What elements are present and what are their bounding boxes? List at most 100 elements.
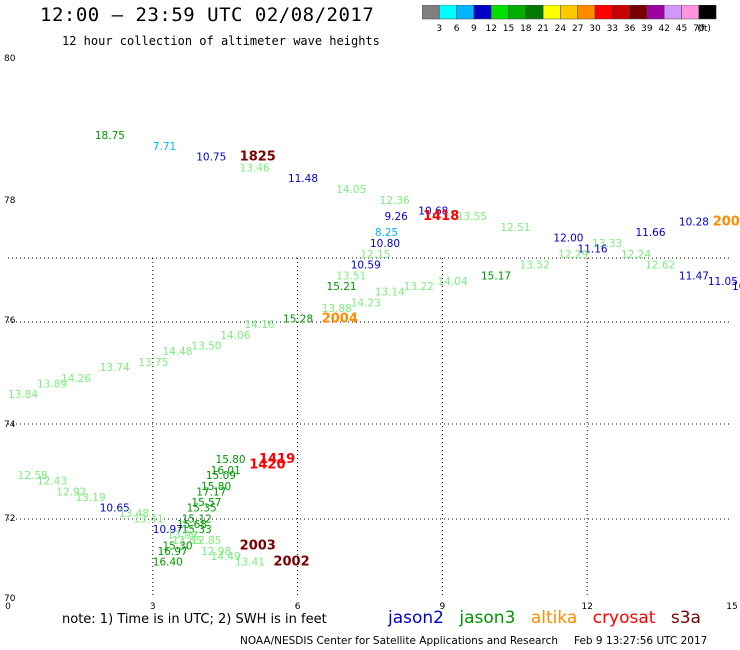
colorbar-tick-label: 6 (454, 24, 460, 34)
y-tick-label: 76 (4, 316, 16, 326)
wave-height-label: 14.23 (351, 297, 381, 309)
wave-height-colorbar: 3 6 9 12 15 18 21 24 27 30 33 36 39 42 45 70(ft) (422, 5, 717, 34)
satellite-jason3: jason3 (459, 608, 516, 628)
credit-line: NOAA/NESDIS Center for Satellite Applica… (240, 635, 707, 647)
wave-height-label: 13.52 (520, 260, 550, 272)
wave-height-label: 14.04 (438, 276, 468, 288)
y-tick-label: 70 (4, 594, 16, 604)
colorbar-tick-label: 9 (471, 24, 477, 34)
wave-height-label: 17.17 (196, 486, 226, 498)
wave-height-label: 13.41 (133, 513, 163, 525)
wave-height-label: 9.26 (384, 211, 408, 223)
wave-height-label: 12.92 (56, 486, 86, 498)
wave-height-label: 13.84 (8, 389, 38, 401)
wave-height-label: 12.00 (553, 233, 583, 245)
wave-height-label: 11.47 (679, 270, 709, 282)
wave-height-label: 2004 (322, 312, 358, 327)
wave-height-label: 12.85 (191, 535, 221, 547)
wave-height-label: 15.35 (187, 503, 217, 515)
wave-height-label: 15.57 (191, 497, 221, 509)
wave-height-label: 13.55 (457, 211, 487, 223)
wave-height-label: 10 (732, 281, 740, 293)
credit-source: NOAA/NESDIS Center for Satellite Applica… (240, 635, 558, 647)
wave-height-label: 13.74 (100, 362, 130, 374)
wave-height-label: 13.75 (138, 357, 168, 369)
wave-height-label: 13.14 (375, 287, 405, 299)
colorbar-tick-label: 42 (658, 24, 669, 34)
wave-height-label: 15.17 (481, 270, 511, 282)
x-tick-label: 12 (581, 602, 592, 612)
y-tick-label: 78 (4, 196, 16, 206)
wave-height-label: 13.22 (404, 281, 434, 293)
colorbar-tick-label: 24 (555, 24, 567, 34)
y-tick-label: 80 (4, 54, 16, 64)
y-tick-label: 74 (4, 420, 16, 430)
x-tick-label: 3 (150, 602, 156, 612)
wave-height-label: 13.51 (336, 270, 366, 282)
wave-height-label: 13.99 (167, 530, 197, 542)
wave-height-label: 14.16 (245, 319, 275, 331)
colorbar-tick-label: 30 (589, 24, 601, 34)
wave-height-label: 14.06 (220, 330, 250, 342)
wave-height-label: 1825 (240, 150, 276, 165)
wave-height-label: 10.97 (153, 524, 183, 536)
colorbar-tick-label: 18 (520, 24, 532, 34)
colorbar-tick-label: 39 (641, 24, 653, 34)
wave-height-label: 13.65 (172, 535, 202, 547)
wave-height-label: 14.49 (211, 551, 241, 563)
wave-height-label: 15.12 (182, 513, 212, 525)
wave-height-label: 12.29 (558, 249, 588, 261)
colorbar-tick-label: 3 (436, 24, 442, 34)
satellite-altika: altika (530, 608, 578, 628)
colorbar-tick-label: 33 (607, 24, 618, 34)
wave-height-label: 15.21 (327, 281, 357, 293)
generated-timestamp: Feb 9 13:27:56 UTC 2017 (574, 635, 708, 647)
wave-height-label: 13.88 (322, 303, 352, 315)
wave-height-label: 15.80 (201, 481, 231, 493)
colorbar-tick-label: 27 (572, 24, 583, 34)
wave-height-label: 13.48 (119, 508, 149, 520)
wave-height-label: 10.28 (679, 216, 709, 228)
wave-height-label: 1418 (423, 209, 459, 224)
colorbar-tick-label: 15 (503, 24, 514, 34)
wave-height-label: 15.68 (177, 519, 207, 531)
satellite-legend: jason2 jason3 altika cryosat s3a (388, 608, 711, 628)
wave-height-label: 12.36 (380, 195, 410, 207)
wave-height-label: 13.33 (592, 238, 622, 250)
wave-height-label: 12.62 (645, 260, 675, 272)
wave-height-label: 14.48 (162, 346, 192, 358)
map-subtitle: 12 hour collection of altimeter wave hei… (62, 34, 380, 48)
wave-height-label: 13.46 (240, 162, 270, 174)
wave-height-label: 12.24 (621, 249, 651, 261)
satellite-cryosat: cryosat (592, 608, 656, 628)
wave-height-label: 10.75 (196, 152, 226, 164)
wave-height-label: 15.80 (216, 454, 246, 466)
wave-height-label: 10.59 (351, 260, 381, 272)
wave-height-label: 1419 (259, 452, 295, 467)
wave-height-label: 16.97 (158, 546, 188, 558)
wave-height-label: 14.26 (61, 373, 91, 385)
wave-height-label: 11.16 (578, 243, 608, 255)
colorbar-tick-label: 70 (693, 24, 705, 34)
wave-height-label: 10.80 (370, 238, 400, 250)
satellite-jason2: jason2 (388, 608, 444, 628)
wave-height-label: 12.15 (360, 249, 390, 261)
wave-height-label: 13.41 (235, 557, 265, 569)
wave-height-label: 11.66 (635, 227, 665, 239)
wave-height-label: 10.68 (418, 206, 448, 218)
colorbar-unit: (ft) (697, 24, 711, 34)
colorbar-tick-label: 12 (485, 24, 496, 34)
wave-height-label: 16.40 (153, 557, 183, 569)
wave-height-label: 12.43 (37, 476, 67, 488)
x-tick-label: 6 (295, 602, 301, 612)
wave-height-label: 16.01 (211, 465, 241, 477)
wave-height-label: 13.19 (76, 492, 106, 504)
wave-height-label: 2003 (713, 214, 740, 229)
wave-height-label: 7.71 (153, 141, 176, 153)
wave-height-label: 10.65 (100, 503, 130, 515)
y-tick-label: 72 (4, 514, 15, 524)
wave-height-label: 15.30 (162, 540, 192, 552)
wave-height-label: 18.75 (95, 130, 125, 142)
wave-height-label: 11.05 (708, 276, 738, 288)
